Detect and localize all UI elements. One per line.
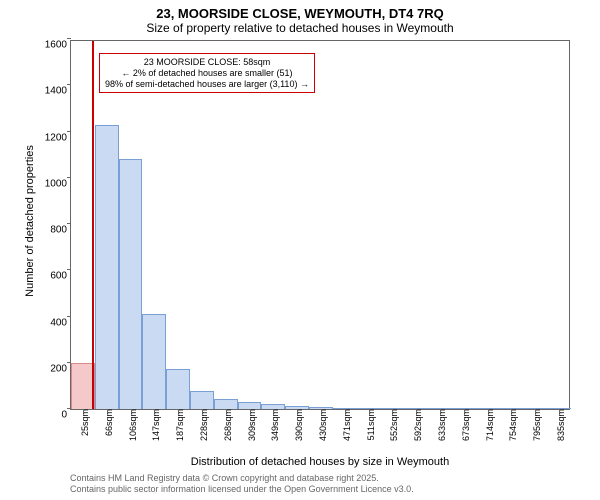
y-tick-mark: [67, 223, 71, 224]
x-tick-mark: [154, 409, 155, 413]
x-tick-mark: [440, 409, 441, 413]
x-tick-mark: [464, 409, 465, 413]
x-axis-label: Distribution of detached houses by size …: [70, 456, 570, 468]
x-tick-mark: [250, 409, 251, 413]
x-tick-label: 592sqm: [409, 409, 423, 441]
chart-subtitle: Size of property relative to detached ho…: [0, 21, 600, 35]
y-tick-label: 200: [50, 363, 71, 374]
annotation-line: 23 MOORSIDE CLOSE: 58sqm: [105, 57, 309, 68]
histogram-bar: [142, 314, 166, 409]
y-tick-mark: [67, 269, 71, 270]
y-tick-label: 1600: [45, 40, 71, 51]
y-tick-mark: [67, 38, 71, 39]
histogram-bar: [214, 399, 238, 409]
x-tick-mark: [488, 409, 489, 413]
x-tick-mark: [345, 409, 346, 413]
x-tick-label: 390sqm: [290, 409, 304, 441]
x-tick-label: 349sqm: [266, 409, 280, 441]
y-tick-label: 0: [61, 410, 71, 421]
y-tick-label: 400: [50, 317, 71, 328]
x-tick-mark: [321, 409, 322, 413]
x-tick-mark: [416, 409, 417, 413]
x-tick-mark: [131, 409, 132, 413]
x-tick-label: 430sqm: [314, 409, 328, 441]
footer-text: Contains HM Land Registry data © Crown c…: [70, 473, 414, 496]
annotation-line: 98% of semi-detached houses are larger (…: [105, 79, 309, 90]
histogram-bar: [190, 391, 214, 410]
annotation-box: 23 MOORSIDE CLOSE: 58sqm← 2% of detached…: [99, 53, 315, 93]
x-tick-mark: [202, 409, 203, 413]
x-tick-mark: [511, 409, 512, 413]
x-tick-mark: [107, 409, 108, 413]
histogram-bar: [166, 369, 190, 409]
x-tick-label: 66sqm: [100, 409, 114, 436]
x-tick-label: 835sqm: [552, 409, 566, 441]
x-tick-label: 714sqm: [481, 409, 495, 441]
histogram-bar: [95, 125, 119, 409]
y-tick-label: 1400: [45, 86, 71, 97]
y-tick-label: 800: [50, 225, 71, 236]
property-marker-line: [92, 41, 94, 409]
x-tick-mark: [369, 409, 370, 413]
y-tick-mark: [67, 177, 71, 178]
histogram-bar: [238, 402, 262, 409]
y-tick-mark: [67, 131, 71, 132]
x-tick-label: 633sqm: [433, 409, 447, 441]
y-tick-label: 1000: [45, 178, 71, 189]
x-tick-mark: [535, 409, 536, 413]
y-tick-mark: [67, 84, 71, 85]
chart-title: 23, MOORSIDE CLOSE, WEYMOUTH, DT4 7RQ: [0, 0, 600, 21]
x-tick-label: 471sqm: [338, 409, 352, 441]
x-tick-label: 106sqm: [124, 409, 138, 441]
x-tick-mark: [392, 409, 393, 413]
footer-line-1: Contains HM Land Registry data © Crown c…: [70, 473, 414, 485]
x-tick-mark: [273, 409, 274, 413]
y-tick-label: 1200: [45, 132, 71, 143]
x-tick-label: 147sqm: [147, 409, 161, 441]
x-tick-mark: [297, 409, 298, 413]
x-tick-label: 511sqm: [362, 409, 376, 440]
x-tick-mark: [559, 409, 560, 413]
x-tick-label: 187sqm: [171, 409, 185, 441]
x-tick-label: 25sqm: [76, 409, 90, 436]
x-tick-label: 552sqm: [385, 409, 399, 441]
y-tick-mark: [67, 316, 71, 317]
annotation-line: ← 2% of detached houses are smaller (51): [105, 68, 309, 79]
histogram-bar: [119, 159, 143, 409]
x-tick-label: 268sqm: [219, 409, 233, 441]
y-axis-label: Number of detached properties: [24, 121, 36, 321]
x-tick-label: 673sqm: [457, 409, 471, 441]
x-tick-mark: [178, 409, 179, 413]
plot-area: 0200400600800100012001400160025sqm66sqm1…: [70, 40, 570, 410]
x-tick-label: 309sqm: [243, 409, 257, 441]
x-tick-mark: [226, 409, 227, 413]
x-tick-label: 754sqm: [504, 409, 518, 441]
x-tick-label: 795sqm: [528, 409, 542, 441]
y-tick-label: 600: [50, 271, 71, 282]
x-tick-mark: [83, 409, 84, 413]
x-tick-label: 228sqm: [195, 409, 209, 441]
footer-line-2: Contains public sector information licen…: [70, 484, 414, 496]
